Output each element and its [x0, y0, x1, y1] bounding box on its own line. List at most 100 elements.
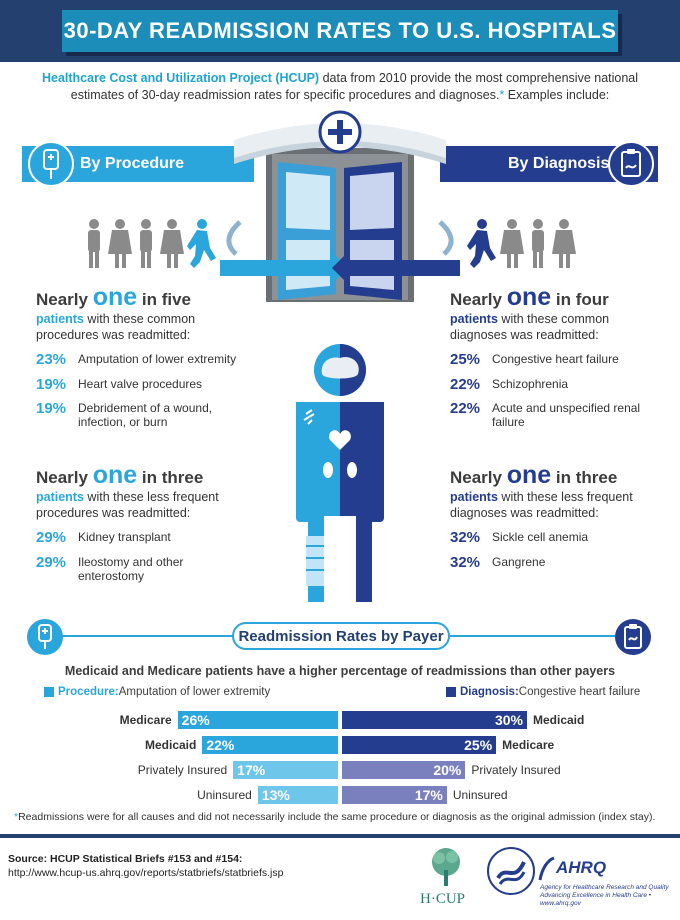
subtitle-desc: with these common diagnoses was readmitt…	[450, 312, 610, 342]
item-percent: 29%	[36, 554, 67, 571]
diagnosis-common-heading: Nearly one in four	[450, 283, 609, 312]
procedure-bar	[233, 761, 338, 779]
ahrq-swoosh-icon	[538, 856, 555, 881]
heading-suffix: in three	[551, 468, 618, 487]
diagnosis-rare-subtitle: patients with these less frequent diagno…	[450, 489, 650, 521]
legend-procedure: Procedure: Amputation of lower extremity	[44, 686, 270, 698]
by-diagnosis-ribbon: By Diagnosis	[440, 141, 658, 187]
intro-tail: Examples include:	[504, 88, 610, 102]
procedure-common-heading: Nearly one in five	[36, 283, 191, 312]
heading-big-word: one	[506, 461, 552, 489]
diagnosis-item: 22% Schizophrenia	[450, 377, 670, 392]
procedure-item: 29% Kidney transplant	[36, 530, 256, 545]
diagnosis-bar	[342, 786, 447, 804]
patients-word: patients	[36, 490, 84, 504]
intro-asterisk: *	[499, 88, 505, 102]
procedure-payer-label: Privately Insured	[137, 763, 228, 777]
diagnosis-bar	[342, 711, 527, 729]
item-label: Gangrene	[492, 555, 546, 569]
footnote: *Readmissions were for all causes and di…	[14, 811, 674, 823]
clipboard-icon	[615, 619, 651, 655]
procedure-item: 23% Amputation of lower extremity	[36, 352, 256, 367]
iv-bag-icon	[27, 619, 63, 655]
procedure-bar	[202, 736, 338, 754]
procedure-bar-value: 22%	[206, 737, 235, 753]
diagnosis-bar-value: 17%	[414, 787, 443, 803]
item-percent: 19%	[36, 376, 67, 393]
iv-bag-icon	[28, 141, 74, 187]
legend-swatch	[446, 687, 456, 697]
diagnosis-payer-label: Medicaid	[533, 713, 585, 727]
procedure-bar-value: 17%	[237, 762, 266, 778]
procedure-rare-subtitle: patients with these less frequent proced…	[36, 489, 236, 521]
procedure-bar	[177, 711, 338, 729]
footnote-text: Readmissions were for all causes and did…	[18, 811, 656, 823]
ahrq-line2: Advancing Excellence in Health Care • ww…	[540, 892, 652, 907]
item-label: Amputation of lower extremity	[78, 352, 237, 366]
legend-value: Amputation of lower extremity	[118, 686, 271, 698]
heading-suffix: in five	[137, 290, 192, 309]
item-percent: 23%	[36, 351, 67, 368]
diagnosis-payer-label: Medicare	[502, 738, 555, 752]
page-title: 30-DAY READMISSION RATES TO U.S. HOSPITA…	[63, 18, 617, 43]
heading-prefix: Nearly	[450, 290, 507, 309]
procedure-bar-value: 26%	[181, 712, 210, 728]
hcup-tree-logo	[432, 848, 460, 886]
procedure-payer-label: Medicaid	[144, 738, 197, 752]
item-percent: 32%	[450, 529, 481, 546]
procedure-payer-label: Uninsured	[197, 788, 252, 802]
legend-swatch	[44, 687, 54, 697]
heading-big-word: one	[506, 283, 552, 311]
procedure-item: 19% Heart valve procedures	[36, 377, 256, 392]
diagnosis-item: 25% Congestive heart failure	[450, 352, 670, 367]
source-url[interactable]: http://www.hcup-us.ahrq.gov/reports/stat…	[8, 867, 284, 879]
heading-prefix: Nearly	[36, 468, 93, 487]
item-label: Sickle cell anemia	[492, 530, 589, 544]
item-percent: 22%	[450, 400, 481, 417]
legend-diagnosis: Diagnosis: Congestive heart failure	[446, 686, 640, 698]
intro-text: Healthcare Cost and Utilization Project …	[20, 70, 660, 104]
heading-prefix: Nearly	[450, 468, 507, 487]
diagnosis-bar-value: 20%	[433, 762, 462, 778]
footnote-asterisk: *	[14, 811, 19, 823]
item-label: Heart valve procedures	[78, 377, 203, 391]
item-label: Acute and unspecified renal failure	[492, 401, 641, 429]
source-citation: Source: HCUP Statistical Briefs #153 and…	[8, 852, 283, 880]
patients-word: patients	[450, 312, 498, 326]
legend-key: Procedure:	[58, 686, 119, 698]
footer-rule	[0, 834, 680, 838]
intro-body: data from 2010 provide the most comprehe…	[70, 71, 639, 102]
hcup-logo-text: H·CUP	[420, 891, 466, 907]
title-banner: 30-DAY READMISSION RATES TO U.S. HOSPITA…	[62, 10, 618, 52]
diagnosis-bar-value: 25%	[464, 737, 493, 753]
by-procedure-label: By Procedure	[80, 155, 185, 172]
diagnosis-item: 32% Gangrene	[450, 555, 670, 570]
item-label: Debridement of a wound, infection, or bu…	[78, 401, 213, 429]
diagnosis-rare-heading: Nearly one in three	[450, 461, 617, 490]
diagnosis-payer-label: Privately Insured	[471, 763, 561, 777]
procedure-common-subtitle: patients with these common procedures wa…	[36, 311, 226, 343]
diagnosis-payer-label: Uninsured	[452, 788, 508, 802]
item-label: Ileostomy and other enterostomy	[78, 555, 184, 583]
ahrq-logo-text: AHRQ	[556, 858, 607, 877]
item-percent: 22%	[450, 376, 481, 393]
subtitle-desc: with these less frequent diagnoses was r…	[450, 490, 633, 520]
heading-suffix: in three	[137, 468, 204, 487]
heading-suffix: in four	[551, 290, 609, 309]
source-label: Source: HCUP Statistical Briefs #153 and…	[8, 853, 243, 865]
hhs-seal-logo	[487, 847, 535, 895]
patients-word: patients	[36, 312, 84, 326]
procedure-bar	[257, 786, 338, 804]
diagnosis-bar	[342, 761, 466, 779]
diagnosis-bar	[342, 736, 497, 754]
procedure-item: 29% Ileostomy and other enterostomy	[36, 555, 236, 583]
by-procedure-ribbon: By Procedure	[22, 141, 254, 187]
heading-big-word: one	[92, 461, 138, 489]
intro-highlight: Healthcare Cost and Utilization Project …	[41, 71, 320, 85]
by-diagnosis-label: By Diagnosis	[508, 155, 610, 172]
item-label: Congestive heart failure	[492, 352, 619, 366]
item-percent: 29%	[36, 529, 67, 546]
payer-subtitle: Medicaid and Medicare patients have a hi…	[64, 664, 616, 678]
diagnosis-bar-value: 30%	[494, 712, 523, 728]
procedure-item: 19% Debridement of a wound, infection, o…	[36, 401, 246, 429]
